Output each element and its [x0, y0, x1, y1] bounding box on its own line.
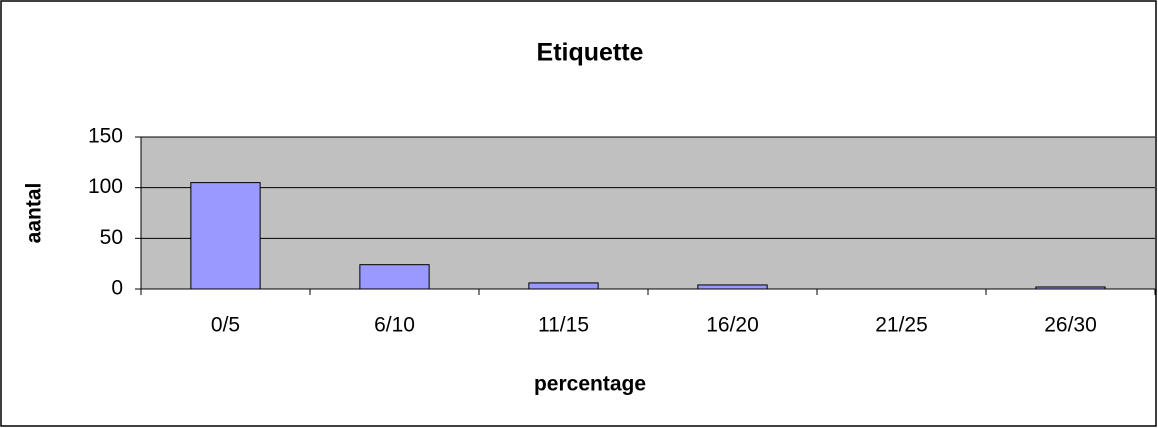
bar — [190, 182, 261, 290]
plot-area — [141, 137, 1155, 289]
bar — [1035, 286, 1106, 290]
x-tick-label: 11/15 — [538, 314, 589, 337]
chart-title: Etiquette — [537, 39, 644, 67]
y-axis-label: aantal — [23, 183, 46, 244]
x-tick-label: 0/5 — [211, 314, 240, 337]
x-axis-label: percentage — [534, 373, 646, 396]
y-tick-label: 0 — [111, 277, 123, 300]
x-tick-label: 26/30 — [1044, 314, 1097, 337]
x-tick-label: 6/10 — [374, 314, 415, 337]
x-tick-label: 21/25 — [875, 314, 928, 337]
y-tick-label: 50 — [100, 226, 123, 249]
y-tick-label: 100 — [88, 175, 123, 198]
bar — [359, 264, 430, 290]
bar — [528, 282, 599, 290]
x-tick-label: 16/20 — [706, 314, 759, 337]
y-tick-label: 150 — [88, 125, 123, 148]
bar — [697, 284, 768, 290]
